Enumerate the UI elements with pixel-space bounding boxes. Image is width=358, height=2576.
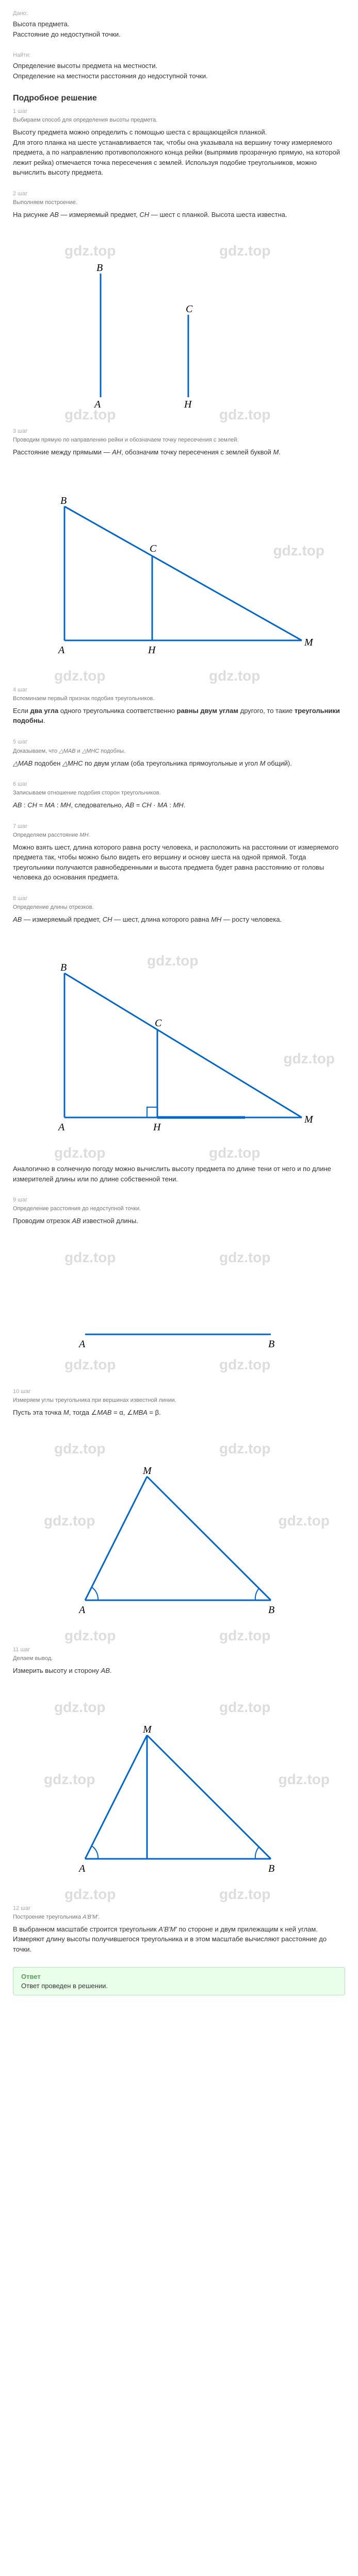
step-text: Измерить высоту и сторону AB. (13, 1666, 345, 1676)
step-text: Если два угла одного треугольника соотве… (13, 706, 345, 726)
step-sub: Определение длины отрезков. (13, 904, 345, 910)
step-sub: Выполняем построение. (13, 199, 345, 206)
step-sub: Построение треугольника A'B'M'. (13, 1914, 345, 1920)
step-sub: Вспоминаем первый признак подобия треуго… (13, 696, 345, 702)
step-sub: Выбираем способ для определения высоты п… (13, 117, 345, 123)
svg-text:M: M (304, 637, 314, 648)
naiti-text: Определение высоты предмета на местности… (13, 61, 345, 81)
step-text: Проводим отрезок AB известной длины. (13, 1216, 345, 1226)
step-num: 12 шаг (13, 1905, 345, 1911)
step-sub: Записываем отношение подобия сторон треу… (13, 790, 345, 796)
step-num: 9 шаг (13, 1197, 345, 1203)
step-text: △MAB подобен △MHC по двум углам (оба тре… (13, 758, 345, 769)
step-sub: Определение расстояния до недоступной то… (13, 1206, 345, 1212)
figure-3: gdz.top gdz.top gdz.top gdz.top B A C H … (13, 937, 345, 1164)
svg-text:B: B (60, 962, 67, 973)
step-num: 11 шаг (13, 1647, 345, 1653)
step-num: 10 шаг (13, 1388, 345, 1395)
figure-6: gdz.top gdz.top gdz.top gdz.top gdz.top … (13, 1689, 345, 1905)
naiti-label: Найти: (13, 52, 345, 58)
svg-text:H: H (153, 1122, 161, 1133)
step-sub: Измеряем углы треугольника при вершинах … (13, 1397, 345, 1403)
answer-label: Ответ (21, 1973, 337, 1980)
step-text: Аналогично в солнечную погоду можно вычи… (13, 1164, 345, 1184)
step-text: Высоту предмета можно определить с помощ… (13, 127, 345, 178)
step-text: Можно взять шест, длина которого равна р… (13, 842, 345, 883)
step-num: 4 шаг (13, 687, 345, 693)
step-sub: Проводим прямую по направлению рейки и о… (13, 437, 345, 443)
svg-text:B: B (268, 1863, 274, 1874)
step-num: 5 шаг (13, 739, 345, 745)
answer-box: Ответ Ответ проведен в решении. (13, 1967, 345, 1995)
figure-2: gdz.top gdz.top gdz.top B A C H M (13, 470, 345, 687)
answer-text: Ответ проведен в решении. (21, 1982, 337, 1990)
step-num: 3 шаг (13, 428, 345, 434)
figure-1: gdz.top gdz.top gdz.top gdz.top B A C H (13, 232, 345, 428)
step-text: AB — измеряемый предмет, CH — шест, длин… (13, 914, 345, 925)
dano-text: Высота предмета.Расстояние до недоступно… (13, 19, 345, 39)
svg-text:A: A (93, 399, 101, 410)
step-text: На рисунке AB — измеряемый предмет, CH —… (13, 210, 345, 220)
step-text: Расстояние между прямыми — AH, обозначим… (13, 447, 345, 457)
svg-text:M: M (142, 1465, 152, 1477)
svg-text:A: A (57, 1122, 65, 1133)
step-sub: Делаем вывод. (13, 1655, 345, 1662)
svg-text:H: H (148, 645, 156, 656)
svg-text:B: B (96, 262, 103, 274)
step-num: 2 шаг (13, 191, 345, 197)
svg-text:M: M (142, 1724, 152, 1735)
svg-text:M: M (304, 1114, 314, 1125)
step-text: Пусть эта точка M, тогда ∠MAB = α, ∠MBA … (13, 1408, 345, 1418)
step-text: В выбранном масштабе строится треугольни… (13, 1924, 345, 1955)
step-num: 7 шаг (13, 823, 345, 829)
svg-text:B: B (268, 1604, 274, 1616)
section-title: Подробное решение (13, 94, 345, 103)
svg-text:A: A (57, 645, 65, 656)
svg-text:A: A (78, 1863, 86, 1874)
svg-text:C: C (155, 1018, 162, 1029)
dano-label: Дано: (13, 10, 345, 16)
step-num: 6 шаг (13, 781, 345, 787)
svg-text:C: C (186, 303, 193, 315)
step-sub: Доказываем, что △MAB и △MHC подобны. (13, 748, 345, 754)
svg-text:B: B (60, 495, 67, 506)
step-num: 1 шаг (13, 108, 345, 114)
svg-text:H: H (184, 399, 192, 410)
step-sub: Определяем расстояние MH. (13, 832, 345, 838)
svg-text:B: B (268, 1338, 274, 1350)
figure-5: gdz.top gdz.top gdz.top gdz.top gdz.top … (13, 1430, 345, 1647)
step-num: 8 шаг (13, 895, 345, 902)
svg-text:A: A (78, 1338, 86, 1350)
figure-4: gdz.top gdz.top gdz.top gdz.top A B (13, 1239, 345, 1388)
step-text: AB : CH = MA : MH, следовательно, AB = C… (13, 800, 345, 810)
svg-text:A: A (78, 1604, 86, 1616)
svg-text:C: C (150, 543, 157, 554)
